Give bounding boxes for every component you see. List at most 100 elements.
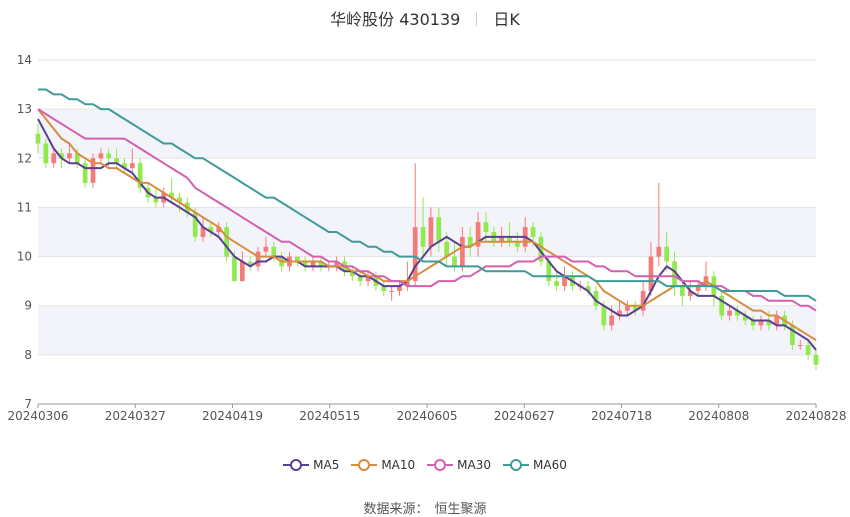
candle-body (467, 236, 473, 247)
ma60-line (38, 88, 817, 302)
source-label: 数据来源： (363, 502, 429, 517)
grid-bands (38, 109, 816, 355)
candle-body (114, 158, 119, 164)
candle-body (153, 197, 159, 203)
candle (648, 241, 654, 296)
candle-body (106, 153, 112, 159)
source-value: 恒生聚源 (434, 502, 487, 517)
candle-body (813, 354, 819, 365)
candle (719, 290, 725, 321)
candle-body (357, 276, 363, 282)
x-tick-label: 20240327 (105, 409, 166, 423)
candle-body (74, 153, 80, 164)
candle-body (122, 163, 127, 169)
candle-body (334, 261, 339, 267)
candle (43, 138, 49, 169)
candle (74, 148, 80, 169)
chart-title: 华岭股份 430139 日K (0, 6, 850, 30)
candle-body (687, 290, 693, 296)
candle-body (672, 261, 677, 287)
candle (664, 232, 670, 272)
candle-body (216, 227, 222, 232)
y-tick-label: 14 (17, 53, 32, 67)
candle-body (507, 236, 512, 242)
y-tick-label: 9 (24, 299, 32, 313)
candle (67, 143, 72, 164)
candle-body (35, 133, 41, 144)
x-axis: 20240306 20240327 20240419 20240515 20240605… (7, 404, 847, 423)
candle (632, 300, 638, 316)
candle-body (349, 271, 355, 277)
candle-body (224, 227, 229, 257)
candle (475, 212, 481, 257)
x-tick-label: 20240828 (785, 409, 846, 423)
candle-body (766, 320, 772, 326)
legend-marker-icon (503, 459, 530, 471)
candle-body (51, 153, 57, 164)
legend-item-ma30[interactable]: MA30 (427, 458, 491, 472)
candle-body (530, 227, 536, 237)
candle-body (460, 236, 465, 267)
candle-body (797, 345, 803, 347)
candle-body (656, 246, 662, 257)
candle (617, 300, 622, 321)
period-label[interactable]: 日K (493, 10, 520, 29)
x-tick-label: 20240808 (688, 409, 749, 423)
candle (593, 286, 599, 311)
candle-body (232, 256, 237, 282)
candle (460, 227, 465, 272)
candle-body (515, 241, 520, 247)
legend-label: MA5 (313, 458, 340, 472)
candle-body (499, 236, 505, 242)
y-tick-label: 12 (17, 151, 32, 165)
candle (271, 241, 277, 262)
candle (695, 281, 701, 296)
candle (381, 281, 387, 296)
candle (239, 251, 245, 282)
candle (420, 197, 426, 257)
candle-body (483, 222, 489, 232)
candle (735, 305, 740, 321)
legend-marker-icon (427, 459, 454, 471)
candle-body (59, 153, 64, 159)
candle (805, 340, 811, 360)
candle-body (640, 290, 646, 311)
candle-body (609, 315, 615, 326)
x-tick-label: 20240627 (494, 409, 555, 423)
candle (625, 300, 630, 316)
legend-item-ma60[interactable]: MA60 (503, 458, 567, 472)
candle (122, 158, 127, 174)
legend-item-ma10[interactable]: MA10 (351, 458, 415, 472)
candle (436, 207, 442, 252)
candle-body (67, 153, 72, 159)
x-tick-label: 20240419 (202, 409, 263, 423)
legend-label: MA10 (381, 458, 416, 472)
y-tick-label: 10 (17, 250, 32, 264)
candle-body (318, 261, 324, 267)
candle-body (719, 295, 725, 316)
ma30-line (37, 108, 817, 312)
candle-body (98, 153, 104, 159)
candle-body (452, 256, 457, 267)
candle-body (192, 212, 198, 237)
candle (216, 222, 222, 237)
candle-body (310, 261, 316, 267)
candle-body (294, 256, 300, 262)
candle-body (774, 315, 780, 326)
candle (389, 286, 394, 301)
candle (35, 123, 41, 154)
candle-body (750, 320, 756, 326)
candle-body (397, 286, 402, 291)
y-tick-label: 13 (17, 102, 32, 116)
candle (742, 310, 748, 326)
legend-item-ma5[interactable]: MA5 (283, 458, 339, 472)
legend-label: MA60 (533, 458, 567, 472)
candle (98, 148, 104, 164)
candle (263, 236, 269, 257)
candle-body (664, 246, 670, 262)
candle (247, 256, 253, 272)
candle-body (404, 281, 410, 287)
candle-body (263, 246, 269, 252)
moving-average-lines (37, 88, 817, 351)
